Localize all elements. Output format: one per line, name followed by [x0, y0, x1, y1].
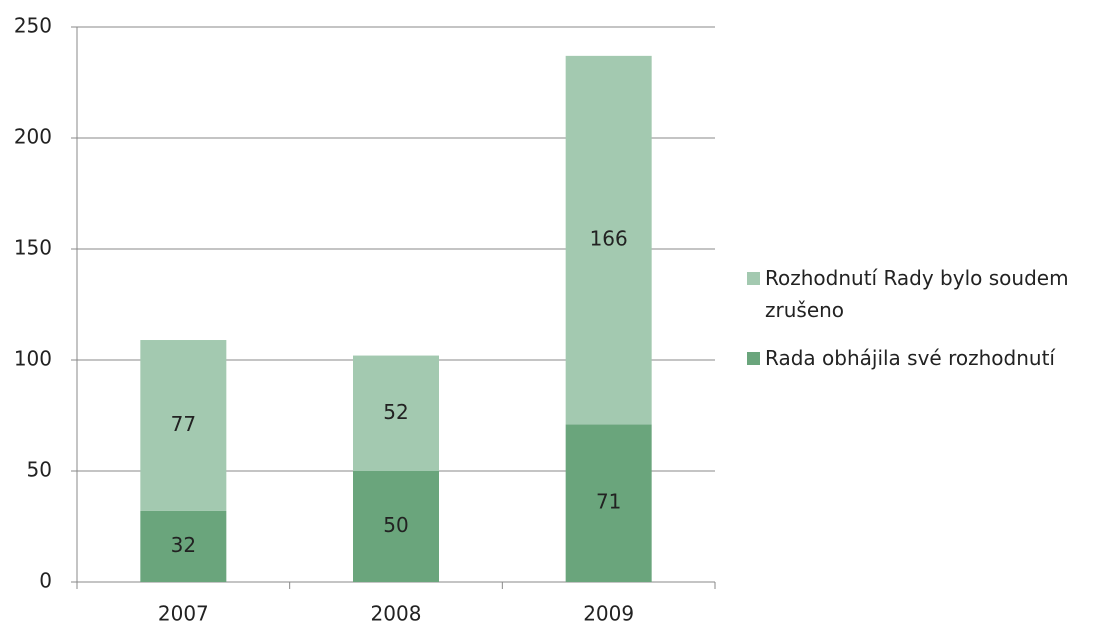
data-label: 32	[171, 533, 196, 557]
bar-segment	[565, 55, 652, 425]
legend-item: Rada obhájila své rozhodnutí	[747, 342, 1110, 374]
bar-segment	[140, 510, 227, 582]
data-label: 166	[590, 227, 628, 251]
y-tick-label: 250	[14, 14, 52, 38]
y-tick-label: 100	[14, 347, 52, 371]
x-tick-label: 2008	[371, 602, 422, 626]
data-label: 71	[596, 490, 621, 514]
legend-label: Rozhodnutí Rady bylo soudem zrušeno	[765, 266, 1069, 322]
legend-item: Rozhodnutí Rady bylo soudem zrušeno	[747, 262, 1110, 326]
y-tick-label: 50	[27, 458, 52, 482]
bar-segment	[565, 424, 652, 582]
x-tick-label: 2009	[583, 602, 634, 626]
y-tick-label: 150	[14, 236, 52, 260]
legend-swatch	[747, 352, 760, 365]
y-tick-label: 0	[39, 569, 52, 593]
bar-segment	[140, 340, 227, 511]
data-label: 50	[383, 513, 408, 537]
x-tick-label: 2007	[158, 602, 209, 626]
bar-segment	[353, 471, 439, 582]
data-label: 77	[171, 412, 196, 436]
data-label: 52	[383, 400, 408, 424]
bar-segment	[353, 355, 439, 471]
y-tick-label: 200	[14, 125, 52, 149]
legend-swatch	[747, 272, 760, 285]
legend-label: Rada obhájila své rozhodnutí	[765, 346, 1055, 370]
